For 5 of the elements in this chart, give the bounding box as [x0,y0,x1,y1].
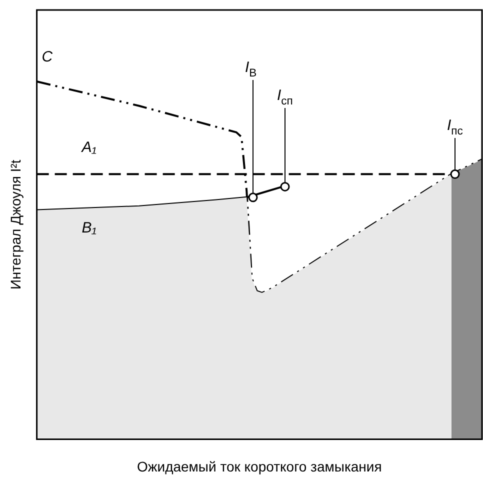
series-label: B₁ [82,219,97,236]
x-axis-title: Ожидаемый ток короткого замыкания [136,458,382,474]
series-label: C [42,48,53,66]
series-label: A₁ [80,139,97,156]
y-axis-title: Интеграл Джоуля I²t [7,160,24,290]
